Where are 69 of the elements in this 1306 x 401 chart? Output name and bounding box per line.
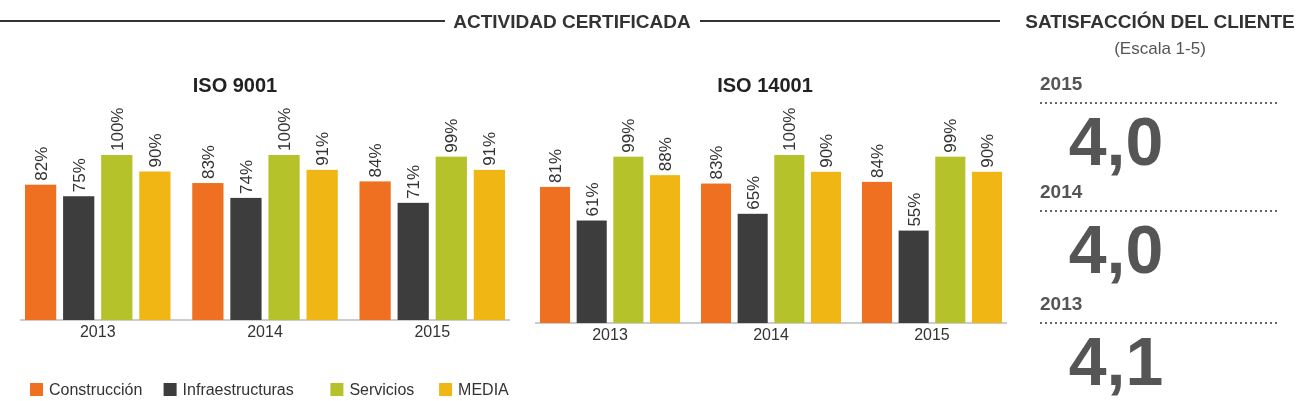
bar [861, 181, 893, 323]
bar [230, 197, 262, 320]
data-label: 88% [656, 137, 676, 172]
data-label: 90% [816, 133, 836, 168]
legend-label: Construcción [49, 381, 143, 398]
bar [810, 171, 842, 323]
bar [139, 171, 171, 320]
data-label: 91% [313, 131, 333, 166]
data-label: 91% [480, 131, 500, 166]
data-label: 65% [743, 175, 763, 210]
x-tick-label: 2015 [414, 323, 451, 340]
bar [737, 213, 768, 323]
text: 4,0 [1068, 211, 1164, 287]
text: SATISFACCIÓN DEL CLIENTE [1025, 11, 1295, 32]
category-label: 2014 [1040, 181, 1083, 202]
data-label: 81% [546, 148, 566, 183]
data-label: 75% [69, 158, 89, 193]
data-label: 83% [198, 145, 218, 180]
x-tick-label: 2015 [914, 326, 950, 343]
x-tick-label: 2013 [79, 323, 116, 340]
category-label: 2015 [1040, 73, 1083, 94]
data-label: 71% [404, 164, 424, 199]
bar [613, 156, 644, 323]
text: (Escala 1-5) [1114, 39, 1206, 58]
data-label: 90% [977, 133, 997, 168]
bar [649, 175, 681, 323]
x-tick-label: 2014 [247, 323, 283, 340]
bar [397, 202, 429, 320]
text: 4,1 [1068, 323, 1164, 399]
bar [435, 156, 467, 320]
data-label: 99% [442, 118, 462, 153]
bar [473, 169, 505, 320]
data-label: 84% [867, 143, 887, 178]
text: 4,0 [1068, 103, 1164, 179]
bar [576, 220, 607, 323]
bar [935, 156, 966, 323]
bar [101, 155, 133, 320]
legend-label: MEDIA [458, 381, 510, 398]
data-label: 61% [582, 182, 602, 217]
text: ACTIVIDAD CERTIFICADA [453, 11, 692, 32]
data-label: 100% [780, 107, 800, 151]
data-label: 99% [941, 118, 961, 153]
bar [774, 155, 805, 323]
bar [306, 169, 338, 320]
bar [268, 155, 300, 320]
data-label: 99% [619, 118, 639, 153]
bar [359, 181, 391, 320]
category-label: 2013 [1040, 293, 1083, 314]
data-label: 55% [904, 192, 924, 227]
data-label: 74% [236, 159, 256, 194]
bar [540, 186, 571, 323]
bar [971, 171, 1002, 323]
data-label: 83% [707, 145, 727, 180]
bar [63, 196, 95, 320]
x-tick-label: 2014 [753, 326, 789, 343]
bar [25, 184, 57, 320]
chart-title: ISO 9001 [192, 74, 278, 96]
bar [700, 183, 732, 323]
legend-label: Servicios [349, 381, 415, 398]
bar [898, 230, 929, 323]
x-tick-label: 2013 [592, 326, 628, 343]
legend-label: Infraestructuras [182, 381, 294, 398]
data-label: 84% [366, 143, 386, 178]
data-label: 100% [107, 107, 127, 151]
data-label: 100% [275, 107, 295, 151]
bar [192, 183, 224, 320]
data-label: 90% [145, 133, 165, 168]
data-label: 82% [31, 146, 51, 181]
chart-title: ISO 14001 [717, 74, 813, 96]
